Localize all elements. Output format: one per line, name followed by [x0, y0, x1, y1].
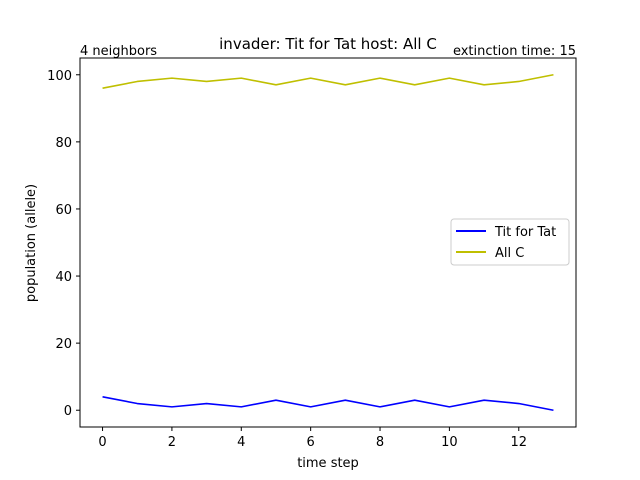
legend-label-all-c: All C	[495, 246, 524, 261]
legend-label-tit-for-tat: Tit for Tat	[494, 225, 556, 240]
chart-title: invader: Tit for Tat host: All C	[219, 35, 437, 53]
extinction-time-annotation: extinction time: 15	[453, 44, 576, 59]
x-tick-label: 12	[510, 435, 527, 450]
y-tick-label: 80	[55, 136, 72, 151]
y-tick-label: 60	[55, 203, 72, 218]
y-tick-label: 20	[55, 337, 72, 352]
series-line-tit-for-tat	[102, 396, 554, 412]
x-axis-label: time step	[297, 456, 359, 471]
x-axis: 0 2 4 6 8 10 12	[98, 427, 527, 450]
legend: Tit for Tat All C	[450, 218, 570, 266]
plot-frame	[79, 57, 577, 428]
y-tick-label: 40	[55, 270, 72, 285]
x-tick-label: 4	[237, 435, 245, 450]
x-tick-label: 8	[376, 435, 384, 450]
series-line-all-c	[102, 73, 554, 89]
x-tick-label: 10	[441, 435, 458, 450]
x-tick-label: 6	[307, 435, 315, 450]
x-tick-label: 2	[168, 435, 176, 450]
neighbors-annotation: 4 neighbors	[80, 44, 157, 59]
series-layer	[102, 73, 554, 412]
y-tick-label: 0	[64, 404, 72, 419]
y-axis-label: population (allele)	[24, 184, 39, 302]
y-axis: 0 20 40 60 80 100	[47, 69, 80, 419]
y-tick-label: 100	[47, 69, 72, 84]
x-tick-label: 0	[98, 435, 106, 450]
